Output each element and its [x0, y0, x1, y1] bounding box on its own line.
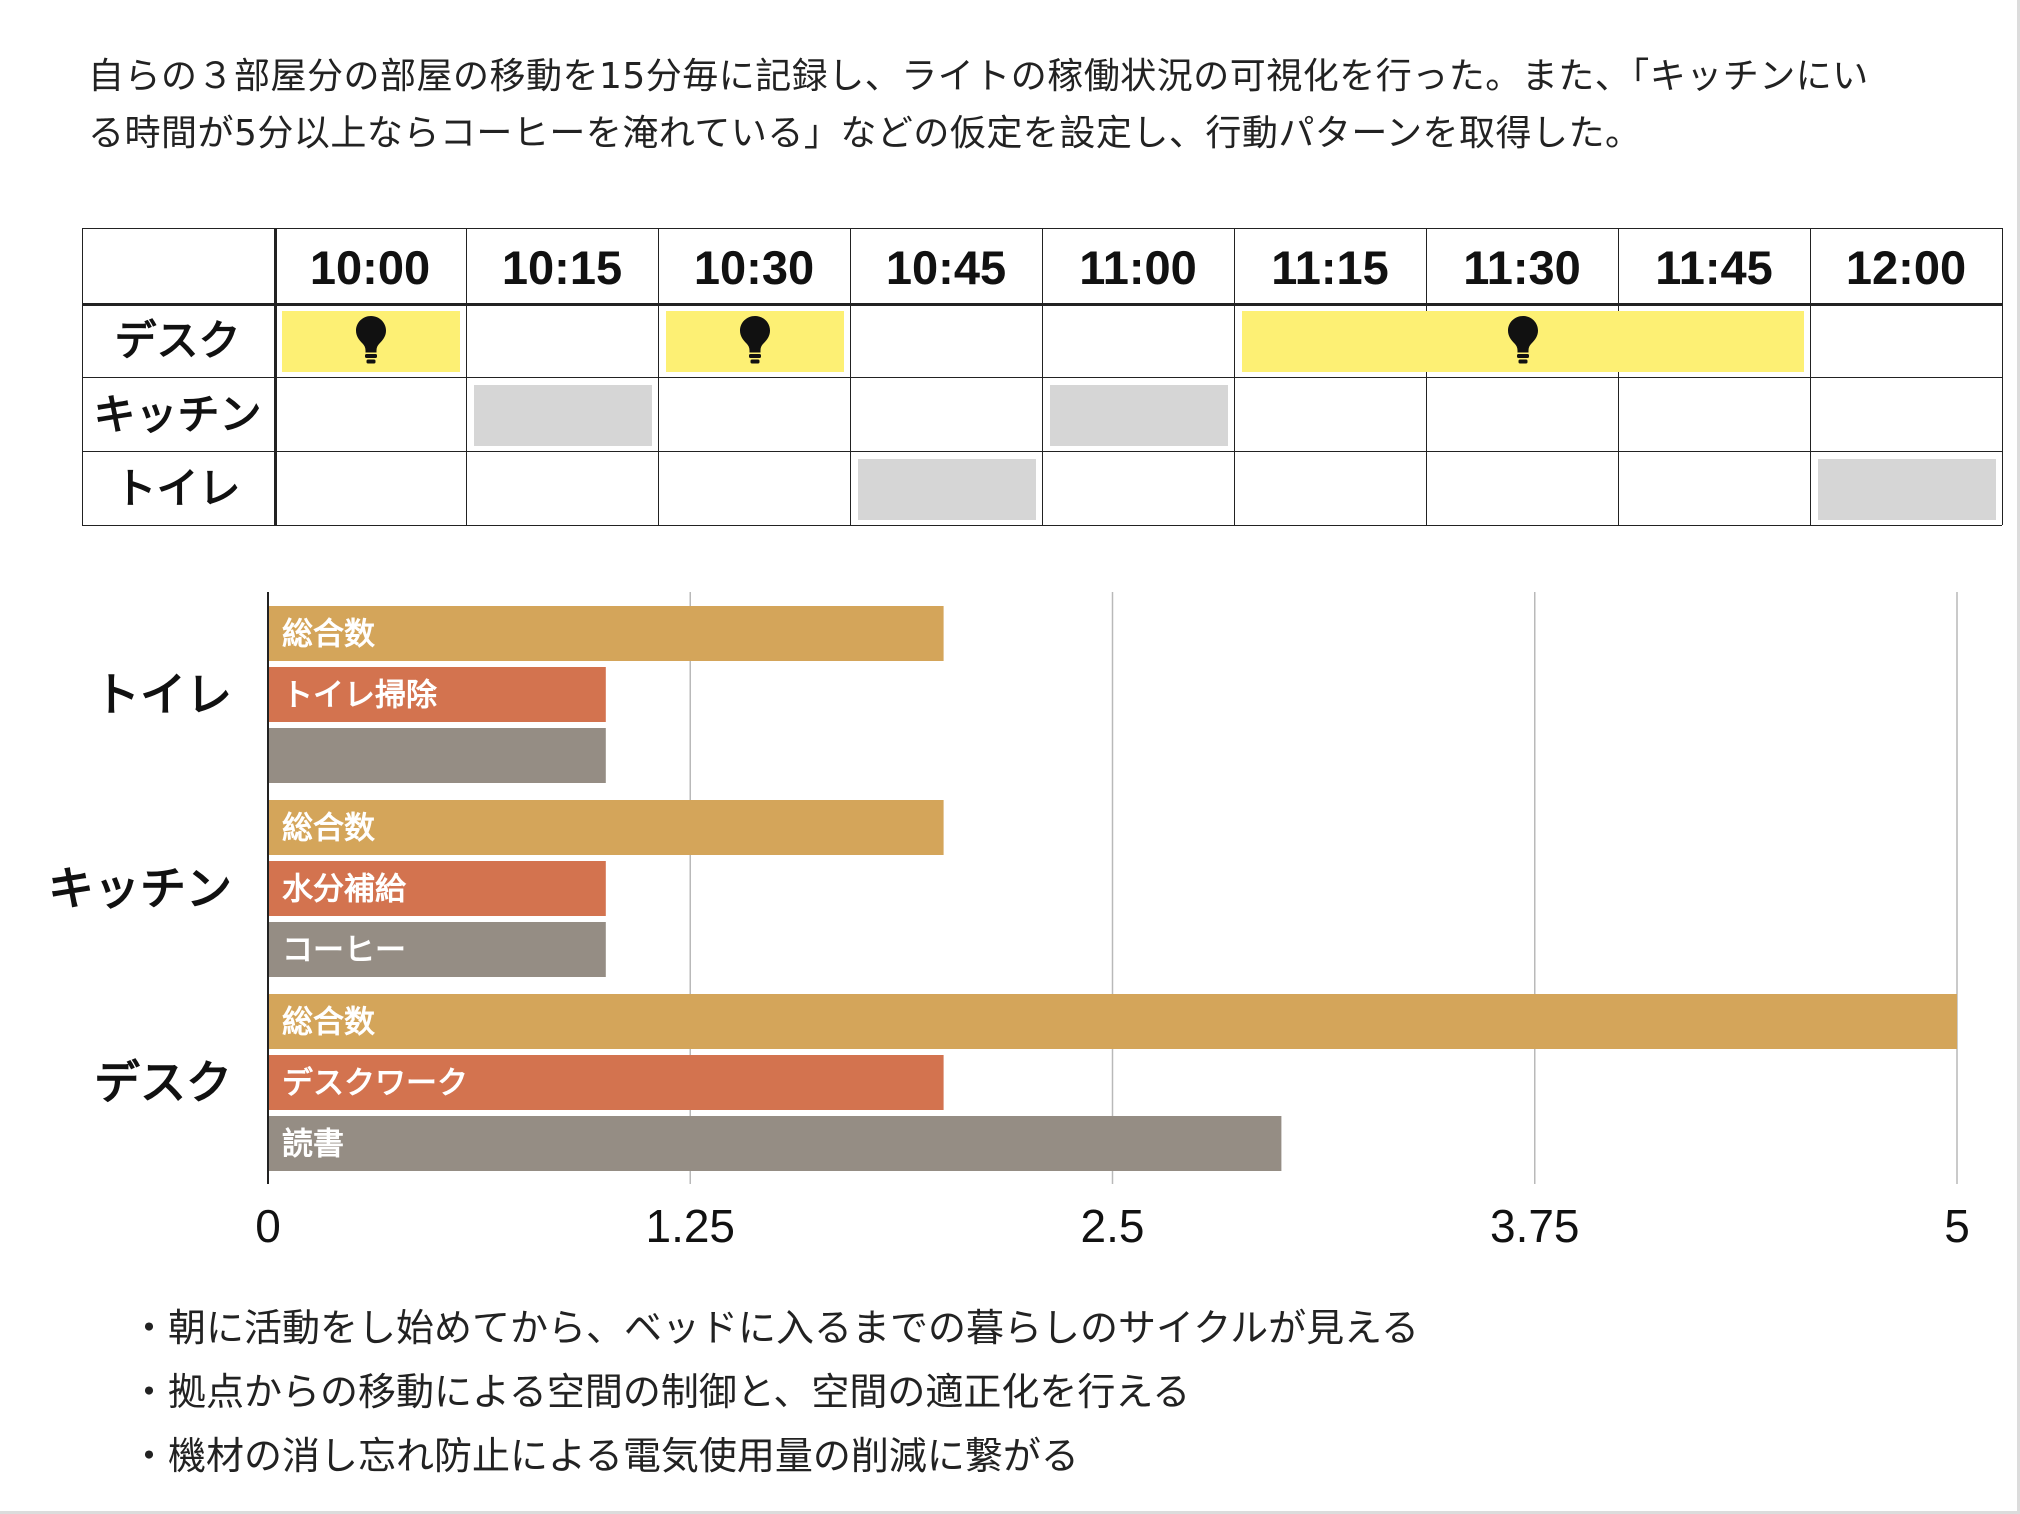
table-col-divider [1426, 228, 1427, 525]
frame-bottom-edge [0, 1511, 2020, 1514]
table-col-divider [850, 228, 851, 525]
occupied-slot [1050, 385, 1228, 446]
table-col-divider [658, 228, 659, 525]
table-border-bottom [82, 525, 2002, 526]
summary-list: ・朝に活動をし始めてから、ベッドに入るまでの暮らしのサイクルが見える ・拠点から… [130, 1296, 1930, 1488]
bar [268, 1116, 1282, 1171]
x-tick-label: 2.5 [1081, 1200, 1145, 1252]
lightbulb-icon [1508, 316, 1538, 364]
bar-label: 読書 [282, 1127, 344, 1163]
time-header: 11:30 [1463, 241, 1581, 294]
table-border-left [82, 228, 83, 525]
lightbulb-icon [740, 316, 770, 364]
frame-right-edge [2017, 0, 2020, 1514]
summary-item-1: ・朝に活動をし始めてから、ベッドに入るまでの暮らしのサイクルが見える [130, 1306, 1419, 1350]
time-header: 11:45 [1655, 241, 1773, 294]
bar-label: 総合数 [282, 811, 375, 847]
room-header: キッチン [93, 390, 262, 439]
x-tick-label: 5 [1944, 1200, 1970, 1252]
intro-text: 自らの３部屋分の部屋の移動を15分毎に記録し、ライトの稼働状況の可視化を行った。… [88, 48, 1968, 162]
group-label: トイレ [94, 668, 232, 722]
activity-bar-chart: 総合数トイレ掃除トイレ総合数水分補給コーヒーキッチン総合数デスクワーク読書デスク… [48, 592, 1970, 1252]
bar-label: 総合数 [282, 617, 375, 653]
group-label: キッチン [48, 862, 232, 916]
time-header: 10:15 [501, 241, 623, 294]
occupied-slot [1818, 459, 1996, 520]
room-header: トイレ [114, 464, 241, 513]
table-col-divider [1618, 228, 1619, 525]
bar-label: デスクワーク [282, 1066, 468, 1102]
bar [268, 1055, 944, 1110]
x-tick-label: 1.25 [645, 1200, 735, 1252]
bar-label: 水分補給 [282, 872, 407, 908]
bar [268, 861, 606, 916]
bar [268, 994, 1957, 1049]
x-tick-label: 3.75 [1490, 1200, 1580, 1252]
time-header: 10:30 [693, 241, 815, 294]
time-header: 12:00 [1845, 241, 1967, 294]
time-header: 11:15 [1271, 241, 1389, 294]
bar [268, 667, 606, 722]
time-header: 10:00 [309, 241, 431, 294]
time-header: 11:00 [1079, 241, 1197, 294]
summary-item-3: ・機材の消し忘れ防止による電気使用量の削減に繋がる [130, 1434, 1079, 1478]
bar [268, 728, 606, 783]
table-col-divider [466, 228, 467, 525]
table-col-divider [1042, 228, 1043, 525]
bar-label: コーヒー [282, 933, 406, 969]
summary-item-2: ・拠点からの移動による空間の制御と、空間の適正化を行える [130, 1370, 1191, 1414]
bar [268, 606, 944, 661]
room-header: デスク [114, 316, 241, 365]
bar-label: トイレ掃除 [282, 678, 438, 714]
table-col-divider [1234, 228, 1235, 525]
bar [268, 800, 944, 855]
table-col-divider [1810, 228, 1811, 525]
table-border-right [2002, 228, 2003, 525]
bar [268, 922, 606, 977]
intro-line-2: る時間が5分以上ならコーヒーを淹れている」などの仮定を設定し、行動パターンを取得… [88, 113, 1642, 154]
group-label: デスク [94, 1056, 232, 1110]
x-tick-label: 0 [255, 1200, 281, 1252]
occupied-slot [474, 385, 652, 446]
bar-label: 総合数 [282, 1005, 375, 1041]
room-schedule-table: 10:00 10:15 10:30 10:45 11:00 11:15 11:30 11:45… [82, 228, 2003, 526]
intro-line-1: 自らの３部屋分の部屋の移動を15分毎に記録し、ライトの稼働状況の可視化を行った。… [88, 56, 1869, 97]
lightbulb-icon [356, 316, 386, 364]
table-room-divider [274, 228, 277, 525]
occupied-slot [858, 459, 1036, 520]
time-header: 10:45 [885, 241, 1007, 294]
